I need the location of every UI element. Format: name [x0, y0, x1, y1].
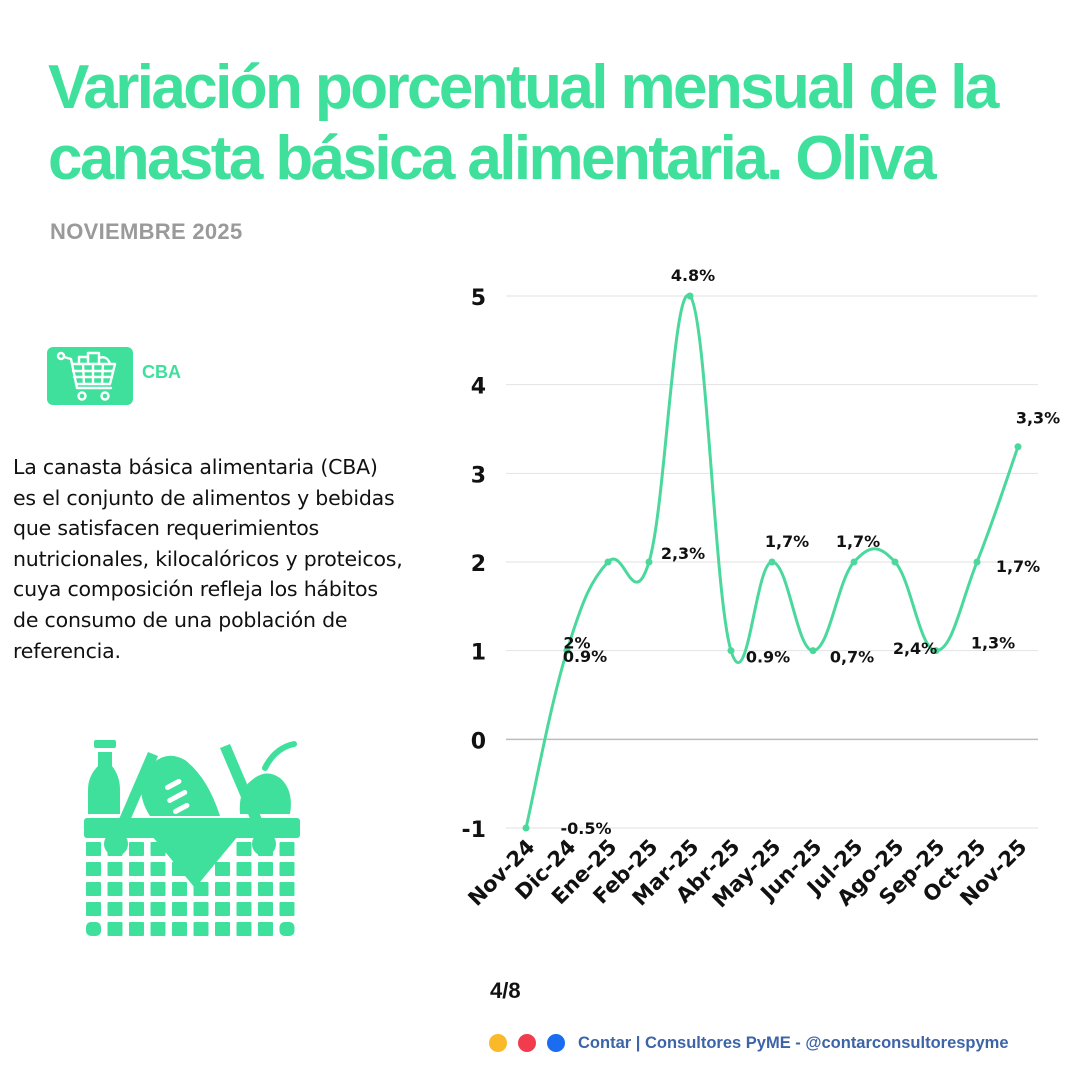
data-point: [522, 824, 530, 832]
data-label: 0.9%: [563, 647, 607, 666]
data-point: [1014, 443, 1022, 451]
description-line: La canasta básica alimentaria (CBA): [13, 455, 378, 479]
footer: Contar | Consultores PyME - @contarconsu…: [489, 1031, 1009, 1055]
description-line: cuya composición refleja los hábitos: [13, 577, 378, 602]
description-line: referencia.: [13, 638, 121, 663]
data-point: [850, 558, 858, 566]
page-title: Variación porcentual mensual de la canas…: [48, 52, 1078, 194]
data-label: 1,7%: [765, 532, 809, 551]
description-line: que satisfacen requerimientos: [13, 516, 320, 541]
data-label: 2,4%: [893, 639, 937, 658]
y-tick-label: 1: [471, 641, 486, 666]
title-line-2: canasta básica alimentaria. Oliva: [48, 124, 937, 193]
picnic-basket-icon: [84, 740, 300, 936]
y-tick-label: 4: [471, 375, 486, 400]
data-label: 3,3%: [1016, 409, 1060, 428]
data-point: [809, 647, 817, 655]
data-label: -0.5%: [560, 819, 611, 838]
description-line: nutricionales, kilocalóricos y proteicos…: [13, 546, 403, 571]
data-labels: -0.5%2%0.9%2,3%4.8%0.9%1,7%0,7%1,7%2,4% 1…: [560, 266, 1060, 838]
data-label: 2,3%: [661, 544, 705, 563]
y-tick-label: 0: [471, 729, 486, 754]
data-label: 4.8%: [671, 266, 715, 285]
data-point: [768, 558, 776, 566]
description-line: es el conjunto de alimentos y bebidas: [13, 485, 395, 510]
data-point: [891, 558, 899, 566]
blue-dot-icon: [547, 1034, 565, 1052]
yellow-dot-icon: [489, 1034, 507, 1052]
y-axis-ticks: -1 0 1 2 3 4 5: [462, 286, 486, 843]
data-point: [563, 647, 571, 655]
y-tick-label: -1: [462, 818, 486, 843]
series-line-cba: [524, 293, 1020, 830]
data-point: [686, 292, 694, 300]
red-dot-icon: [518, 1034, 536, 1052]
cba-badge: [47, 347, 133, 405]
data-label: 2%: [563, 634, 590, 653]
title-line-1: Variación porcentual mensual de la: [48, 53, 999, 122]
data-point: [604, 558, 612, 566]
date-subtitle: NOVIEMBRE 2025: [50, 219, 243, 244]
data-label: 0.9%: [746, 648, 790, 667]
data-label: 1,3%: [971, 634, 1015, 653]
description-text: La canasta básica alimentaria (CBA) es e…: [13, 452, 453, 666]
y-tick-label: 3: [471, 463, 486, 488]
data-label: 1,7%: [996, 557, 1040, 576]
data-points: [522, 292, 1022, 832]
data-point: [932, 647, 940, 655]
gridlines: [506, 295, 1038, 829]
description-line: de consumo de una población de: [13, 607, 348, 632]
data-label: 1,7%: [836, 532, 880, 551]
y-tick-label: 2: [471, 552, 486, 577]
data-point: [973, 558, 981, 566]
data-point: [645, 558, 653, 566]
x-axis-ticks: Nov-24Dic-24Ene-25Feb-25Mar-25Abr-25May-…: [463, 835, 1031, 913]
shopping-cart-icon: [56, 351, 117, 401]
cba-label: CBA: [142, 362, 181, 382]
data-point: [727, 647, 735, 655]
page-indicator: 4/8: [490, 978, 521, 1003]
footer-credit: Contar | Consultores PyME - @contarconsu…: [578, 1033, 1009, 1052]
y-tick-label: 5: [471, 286, 486, 311]
data-label: 0,7%: [830, 648, 874, 667]
